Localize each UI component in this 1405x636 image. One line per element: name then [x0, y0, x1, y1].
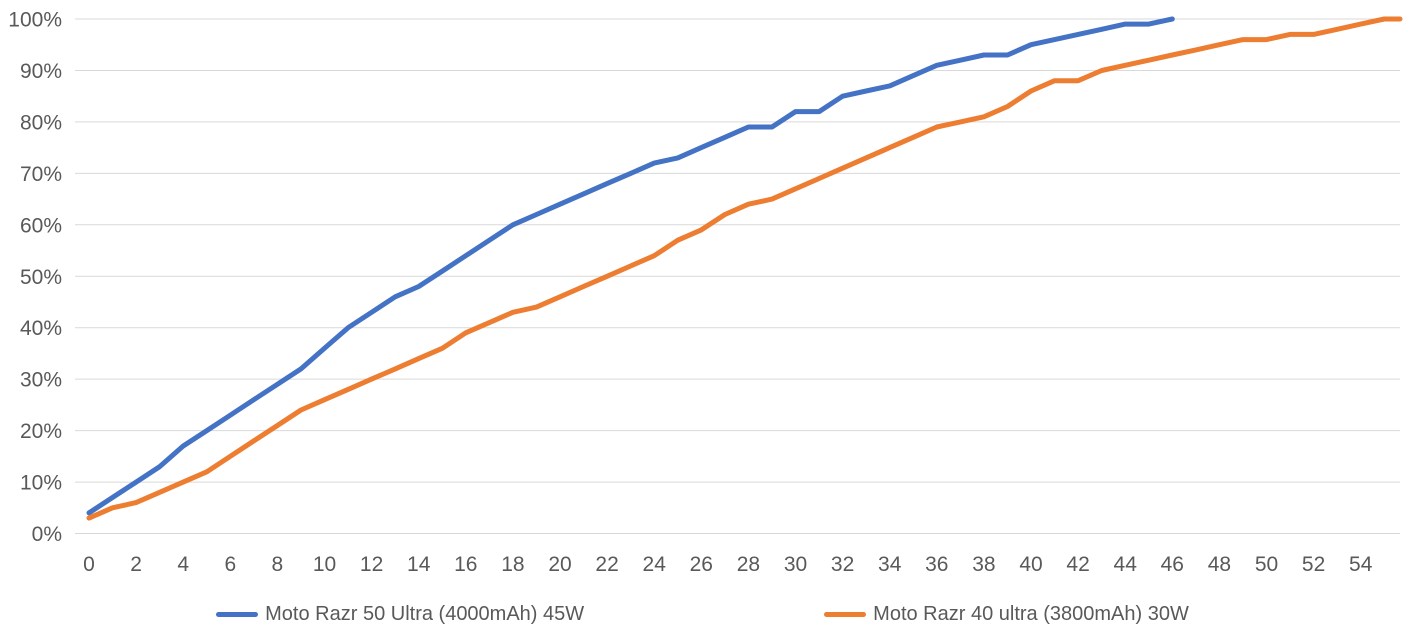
- x-tick-label-6: 6: [224, 553, 236, 576]
- y-tick-label-40%: 40%: [20, 317, 62, 340]
- y-tick-label-50%: 50%: [20, 266, 62, 289]
- y-tick-label-30%: 30%: [20, 369, 62, 392]
- y-tick-label-10%: 10%: [20, 472, 62, 495]
- x-tick-label-8: 8: [272, 553, 284, 576]
- x-tick-label-12: 12: [360, 553, 383, 576]
- x-tick-label-4: 4: [177, 553, 189, 576]
- y-tick-label-0%: 0%: [32, 523, 62, 546]
- x-tick-label-2: 2: [130, 553, 142, 576]
- x-tick-label-46: 46: [1161, 553, 1184, 576]
- x-tick-label-14: 14: [407, 553, 431, 576]
- x-tick-label-32: 32: [831, 553, 854, 576]
- x-tick-label-30: 30: [784, 553, 807, 576]
- x-tick-label-22: 22: [595, 553, 618, 576]
- legend-item-moto-razr-40-ultra: Moto Razr 40 ultra (3800mAh) 30W: [824, 603, 1189, 626]
- x-tick-label-24: 24: [643, 553, 667, 576]
- x-tick-label-20: 20: [548, 553, 571, 576]
- legend: Moto Razr 50 Ultra (4000mAh) 45W Moto Ra…: [0, 596, 1405, 632]
- y-tick-label-70%: 70%: [20, 163, 62, 186]
- x-tick-label-28: 28: [737, 553, 760, 576]
- y-tick-label-100%: 100%: [8, 9, 62, 32]
- x-tick-label-18: 18: [501, 553, 524, 576]
- y-tick-label-20%: 20%: [20, 420, 62, 443]
- x-tick-label-48: 48: [1208, 553, 1231, 576]
- y-tick-label-80%: 80%: [20, 111, 62, 134]
- legend-label-moto-razr-40-ultra: Moto Razr 40 ultra (3800mAh) 30W: [873, 602, 1189, 625]
- y-tick-label-60%: 60%: [20, 214, 62, 237]
- x-tick-label-26: 26: [690, 553, 713, 576]
- x-tick-label-34: 34: [878, 553, 902, 576]
- x-tick-label-52: 52: [1302, 553, 1325, 576]
- y-axis-tick-labels: 0% 10% 20% 30% 40% 50% 60% 70% 80% 90% 100%: [8, 9, 62, 547]
- x-tick-label-16: 16: [454, 553, 477, 576]
- legend-label-moto-razr-50-ultra: Moto Razr 50 Ultra (4000mAh) 45W: [265, 602, 585, 625]
- x-tick-label-10: 10: [313, 553, 336, 576]
- legend-swatch-blue-line: [216, 611, 259, 617]
- x-tick-label-42: 42: [1066, 553, 1089, 576]
- x-tick-label-54: 54: [1349, 553, 1373, 576]
- gridlines: [75, 18, 1400, 534]
- x-tick-label-50: 50: [1255, 553, 1278, 576]
- x-tick-label-44: 44: [1114, 553, 1138, 576]
- x-axis-tick-labels: 0 2 4 6 8 10 12 14 16 18 20 22 24 26 28 30 32 34 36 38 40 42 4…: [83, 553, 1373, 576]
- x-tick-label-36: 36: [925, 553, 948, 576]
- x-tick-label-38: 38: [972, 553, 995, 576]
- x-tick-label-40: 40: [1019, 553, 1042, 576]
- legend-item-moto-razr-50-ultra: Moto Razr 50 Ultra (4000mAh) 45W: [216, 603, 584, 626]
- y-tick-label-90%: 90%: [20, 60, 62, 83]
- legend-swatch-orange-line: [824, 611, 867, 617]
- series-line-0: [86, 16, 1175, 516]
- series-line-1: [86, 16, 1403, 521]
- chart-plot-area: 0%10%20%30%40%50%60%70%80%90%100%0 2 4 6 8 10…: [8, 9, 1403, 576]
- x-tick-label-0: 0: [83, 553, 95, 576]
